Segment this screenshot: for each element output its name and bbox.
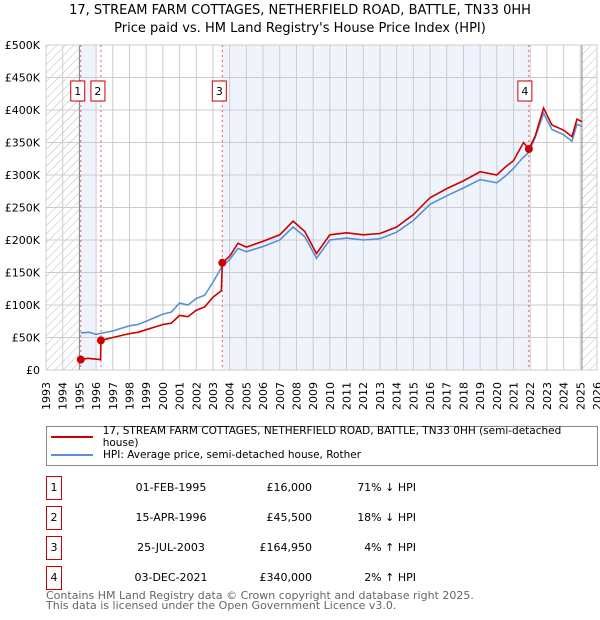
sale-point xyxy=(524,145,533,153)
sale-label-box xyxy=(90,80,106,102)
chart-subtitle: Price paid vs. HM Land Registry's House … xyxy=(114,21,486,36)
x-tick-label: 2013 xyxy=(374,382,387,410)
sale-hpi-diff: 4% ↑ HPI xyxy=(364,541,416,554)
sale-hpi-diff: 71% ↓ HPI xyxy=(357,481,416,494)
x-tick-label: 2023 xyxy=(541,382,554,410)
sale-point xyxy=(218,258,227,267)
x-tick-label: 1994 xyxy=(57,382,70,410)
legend-item-hpi: HPI: Average price, semi-detached house,… xyxy=(51,447,361,463)
footer-licence: This data is licensed under the Open Gov… xyxy=(46,599,397,612)
x-tick-label: 2024 xyxy=(558,382,571,410)
x-tick-label: 2026 xyxy=(591,382,600,410)
sale-label-box xyxy=(211,80,227,102)
sale-number-badge: 2 xyxy=(46,506,62,530)
x-tick-label: 2010 xyxy=(324,382,337,410)
x-tick-label: 2002 xyxy=(190,382,203,410)
sale-date: 25-JUL-2003 xyxy=(137,541,205,554)
series-line-hpi xyxy=(80,111,583,336)
sale-number-badge: 4 xyxy=(46,566,62,590)
y-tick-label: £100K xyxy=(5,299,41,312)
x-tick-label: 2006 xyxy=(257,382,270,410)
legend-label-hpi: HPI: Average price, semi-detached house,… xyxy=(103,449,362,461)
x-tick-label: 1999 xyxy=(140,382,153,410)
sale-point xyxy=(76,355,85,364)
series-line-property xyxy=(80,105,583,361)
x-tick-label: 2003 xyxy=(207,382,220,410)
x-tick-label: 2011 xyxy=(341,382,354,410)
legend-swatch-property xyxy=(51,436,93,438)
x-tick-label: 2019 xyxy=(474,382,487,410)
price-chart: 1993 1994 1995 1996 1997 1998 1999 2000 2001 2002… xyxy=(5,39,600,410)
x-tick-label: 1996 xyxy=(90,382,103,410)
legend: 17, STREAM FARM COTTAGES, NETHERFIELD RO… xyxy=(46,425,598,466)
legend-label-property: 17, STREAM FARM COTTAGES, NETHERFIELD RO… xyxy=(102,425,562,449)
y-tick-label: £500K xyxy=(5,39,41,52)
x-tick-label: 2016 xyxy=(424,382,437,410)
x-tick-label: 2008 xyxy=(290,382,303,410)
y-tick-label: £50K xyxy=(12,332,41,345)
x-tick-label: 2015 xyxy=(407,382,420,410)
y-tick-label: £250K xyxy=(5,202,41,215)
x-tick-label: 2007 xyxy=(274,382,287,410)
x-tick-label: 2014 xyxy=(391,382,404,410)
x-tick-label: 2012 xyxy=(357,382,370,410)
y-tick-label: £450K xyxy=(5,72,41,85)
x-tick-label: 1993 xyxy=(40,382,53,410)
sale-point xyxy=(96,336,105,345)
x-tick-label: 2017 xyxy=(441,382,454,410)
sale-number-badge: 1 xyxy=(46,476,62,500)
sale-price: £164,950 xyxy=(259,541,313,554)
x-tick-label: 2025 xyxy=(574,382,587,410)
sale-hpi-diff: 18% ↓ HPI xyxy=(357,511,416,524)
x-tick-label: 2009 xyxy=(307,382,320,410)
sale-label: 3 xyxy=(216,85,223,98)
chart-title: 17, STREAM FARM COTTAGES, NETHERFIELD RO… xyxy=(69,3,531,18)
sale-label-box xyxy=(70,80,86,102)
x-tick-label: 1995 xyxy=(73,382,86,410)
sale-date: 01-FEB-1995 xyxy=(135,481,207,494)
y-tick-label: £350K xyxy=(5,137,41,150)
y-tick-label: £400K xyxy=(5,104,41,117)
sale-price: £340,000 xyxy=(259,571,313,584)
x-tick-label: 2000 xyxy=(157,382,170,410)
x-tick-label: 2018 xyxy=(457,382,470,410)
legend-swatch-hpi xyxy=(51,454,93,456)
plot-frame xyxy=(45,44,598,371)
x-tick-label: 1997 xyxy=(107,382,120,410)
sale-label: 1 xyxy=(74,85,81,98)
x-tick-label: 2020 xyxy=(491,382,504,410)
sale-price: £16,000 xyxy=(266,481,313,494)
y-tick-label: £150K xyxy=(5,267,41,280)
y-tick-label: £300K xyxy=(5,169,41,182)
x-tick-label: 2022 xyxy=(524,382,537,410)
sale-label-box xyxy=(517,80,533,102)
x-tick-label: 2001 xyxy=(174,382,187,410)
sale-number-badge: 3 xyxy=(46,536,62,560)
legend-item-property: 17, STREAM FARM COTTAGES, NETHERFIELD RO… xyxy=(51,425,597,449)
sale-price: £45,500 xyxy=(266,511,313,524)
y-tick-label: £200K xyxy=(5,234,41,247)
sale-label: 4 xyxy=(521,85,528,98)
x-tick-label: 1998 xyxy=(123,382,136,410)
x-tick-label: 2005 xyxy=(240,382,253,410)
sale-label: 2 xyxy=(94,85,101,98)
sale-hpi-diff: 2% ↑ HPI xyxy=(364,571,416,584)
footer-copyright: Contains HM Land Registry data © Crown c… xyxy=(46,589,474,602)
x-tick-label: 2021 xyxy=(508,382,521,410)
sale-date: 15-APR-1996 xyxy=(135,511,207,524)
sale-date: 03-DEC-2021 xyxy=(134,571,208,584)
x-tick-label: 2004 xyxy=(224,382,237,410)
y-tick-label: £0 xyxy=(26,364,40,377)
